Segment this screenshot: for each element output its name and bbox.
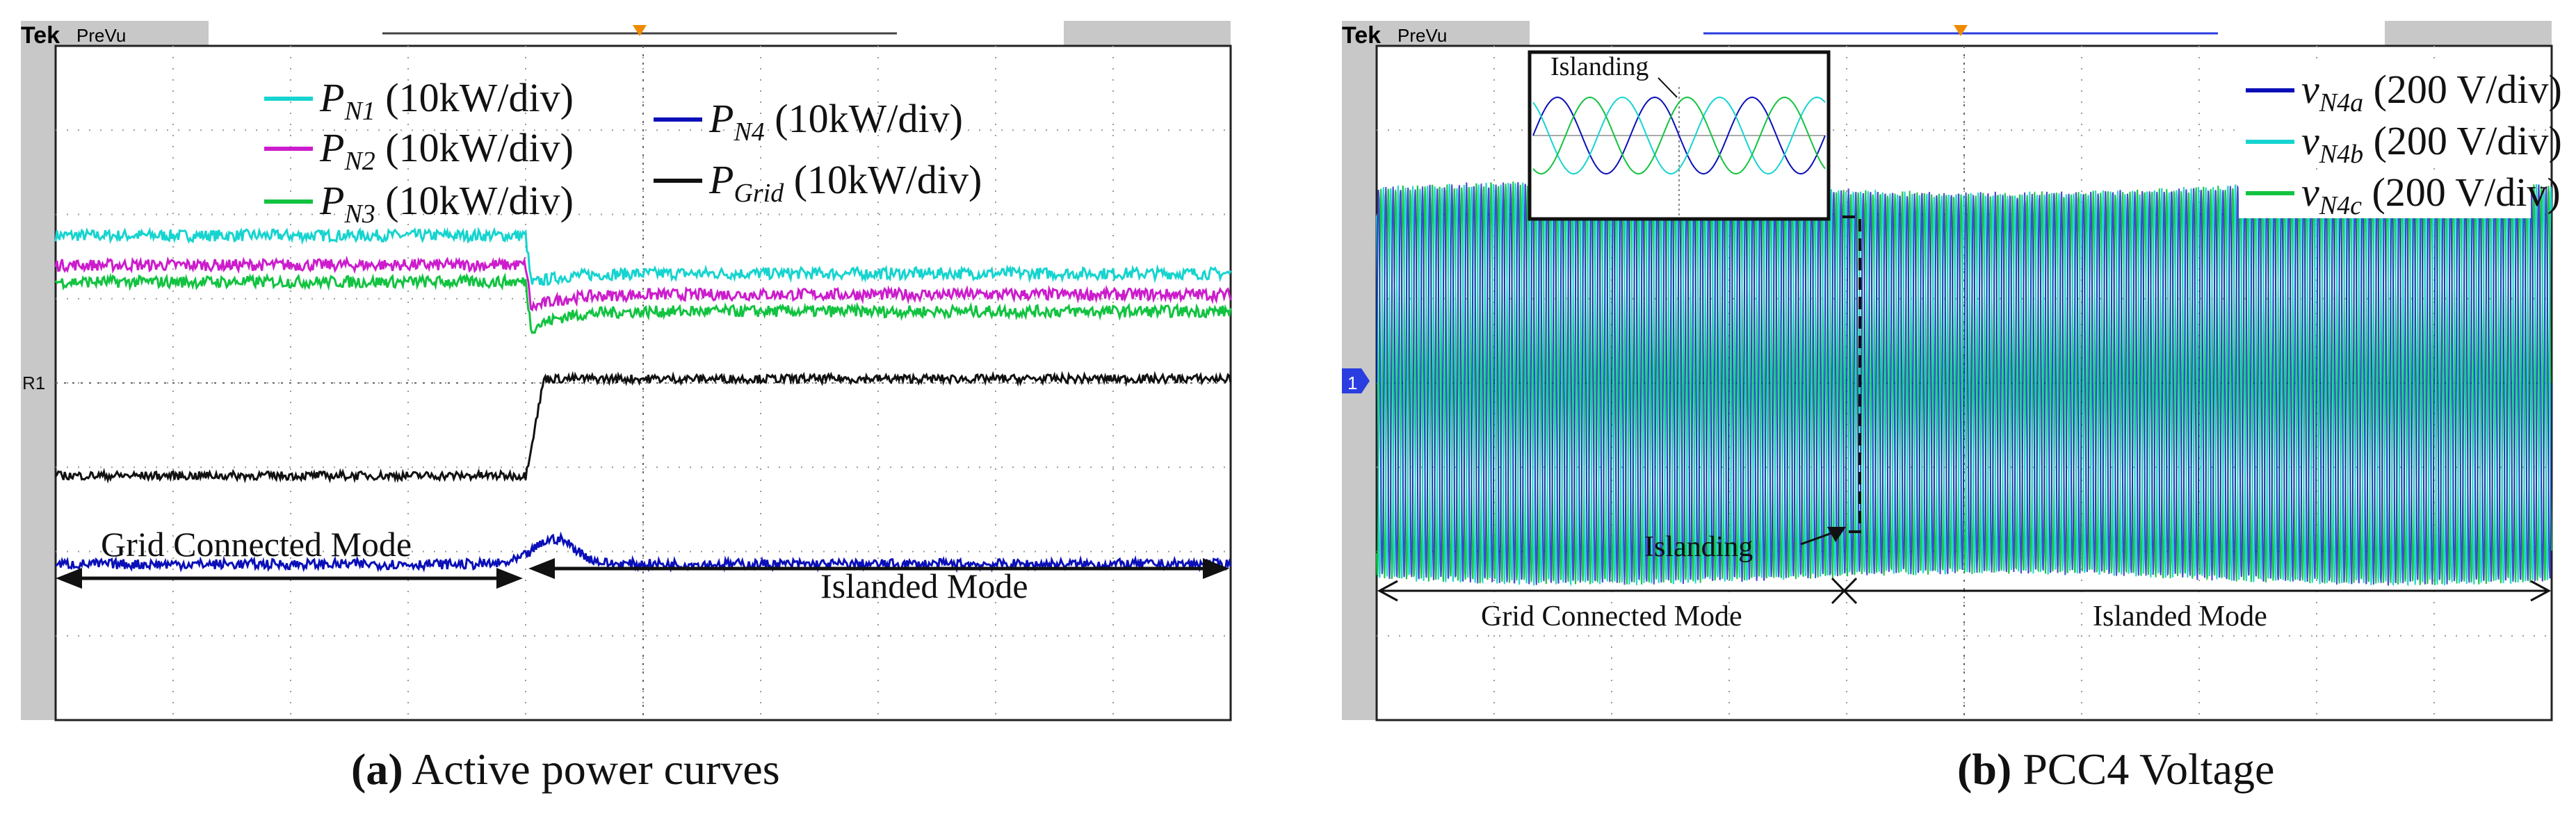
ground-marker: R1 [22,373,45,393]
islanding-arrow [1800,527,1846,546]
legend-item-n4c: vN4c (200 V/div) [2239,170,2561,220]
inset-trace-n4a [1532,96,1826,175]
legend-label: PGrid (10kW/div) [708,157,982,208]
legend-label: PN3 (10kW/div) [319,178,574,229]
islanding-inset: Islanding [1528,50,1831,221]
trace-pn3 [54,272,1232,334]
trace-pn1 [54,226,1232,286]
legend-label: vN4a (200 V/div) [2301,67,2562,117]
mode-arrows [1377,577,2552,605]
islanded-label: Islanded Mode [2093,601,2267,633]
legend-label: PN1 (10kW/div) [319,75,574,126]
islanded-arrow [528,558,1229,579]
channel-number: 1 [1347,373,1357,393]
grid-connected-label: Grid Connected Mode [101,525,412,564]
trace-pn2 [54,255,1232,312]
grid-connected-arrow [56,568,523,589]
legend-item-n4a: vN4a (200 V/div) [2239,67,2562,117]
traces [1376,180,2552,587]
inset-trace-n4c [1532,96,1826,175]
legend-item-n2: PN2 (10kW/div) [264,125,574,176]
caption-a: (a) Active power curves [351,744,780,795]
legend-item-grid: PGrid (10kW/div) [654,157,982,208]
trigger-marker-icon [1954,25,1968,36]
inset-pointer [1658,77,1678,98]
trace-pgrid [54,370,1232,484]
legend-label: PN2 (10kW/div) [319,125,574,176]
legend-item-n3: PN3 (10kW/div) [264,178,574,229]
scope-grid [56,46,1231,720]
panel-label: (b) [1957,744,2012,794]
legend-label: PN4 (10kW/div) [708,96,963,147]
scope-brand: Tek [1342,22,1381,49]
scope-left-gutter [21,46,56,720]
legend-item-n4b: vN4b (200 V/div) [2239,118,2562,169]
islanded-label: Islanded Mode [820,566,1028,605]
channel-marker: 1 [1342,368,1370,393]
chart-active-power: Tek PreVu R1 PN1 (10kW/div)PN2 (10kW/div… [21,21,1232,721]
scope-mode: PreVu [1398,25,1447,46]
legend-label: vN4c (200 V/div) [2301,170,2561,220]
legend: vN4a (200 V/div)vN4b (200 V/div)vN4c (20… [2239,67,2562,220]
inset-trace-n4b [1532,96,1826,175]
caption-b: (b) PCC4 Voltage [1957,744,2274,795]
panel-active-power: Tek PreVu R1 PN1 (10kW/div) PN2 (10kW/div… [0,0,1251,816]
trigger-marker-icon [633,25,647,36]
caption-text: PCC4 Voltage [2023,744,2275,794]
grid-connected-label: Grid Connected Mode [1481,601,1742,633]
panel-pcc4-voltage: Tek PreVu 1 Islanding vN4a (200 V/div) vN… [1321,0,2576,816]
inset-label: Islanding [1550,52,1649,81]
scope-mode: PreVu [76,25,126,46]
chart-pcc4-voltage: Tek PreVu 1 Islanding vN4a (200 V/div)vN… [1342,21,2562,721]
islanding-marker-box [1842,215,1861,533]
legend: PN1 (10kW/div)PN2 (10kW/div)PN3 (10kW/di… [264,75,982,229]
panel-label: (a) [351,744,403,794]
scope-brand: Tek [21,22,60,49]
trace-n4b [1376,180,2552,587]
legend-item-n4: PN4 (10kW/div) [654,96,963,147]
islanding-label: Islanding [1644,531,1753,563]
legend-label: vN4b (200 V/div) [2301,118,2562,169]
legend-item-n1: PN1 (10kW/div) [264,75,574,126]
caption-text: Active power curves [412,744,780,794]
